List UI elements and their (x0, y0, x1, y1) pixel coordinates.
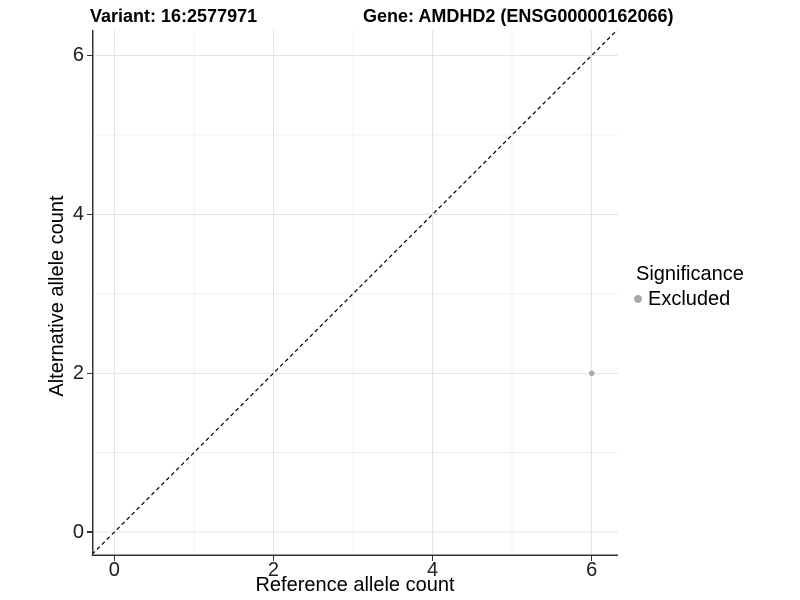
y-tick-mark (87, 372, 92, 374)
x-tick-mark (272, 556, 275, 561)
x-tick-label: 6 (586, 559, 598, 581)
y-tick-mark (87, 54, 92, 57)
data-point (588, 370, 595, 377)
identity-dashed-line (91, 29, 618, 555)
y-tick-mark (87, 531, 92, 533)
y-tick-label: 6 (72, 44, 84, 67)
legend: Significance Excluded (630, 262, 744, 310)
y-tick-label: 4 (72, 203, 84, 226)
legend-title: Significance (636, 263, 744, 285)
plot-panel (91, 29, 618, 556)
x-axis-title: Reference allele count (255, 574, 455, 596)
y-tick-mark (87, 213, 92, 216)
y-tick-label: 0 (72, 521, 84, 544)
x-tick-label: 2 (267, 559, 279, 581)
excluded-point-swatch-icon (634, 295, 642, 303)
gene-title: Gene: AMDHD2 (ENSG00000162066) (363, 6, 674, 26)
legend-item-label: Excluded (648, 287, 731, 310)
x-tick-mark (590, 556, 593, 561)
chart-canvas (91, 29, 618, 556)
y-tick-label: 2 (72, 362, 84, 385)
variant-title: Variant: 16:2577971 (90, 6, 258, 26)
x-tick-mark (113, 556, 116, 561)
legend-item-excluded: Excluded (630, 288, 744, 310)
x-tick-label: 4 (427, 559, 439, 581)
x-tick-mark (431, 556, 434, 561)
x-tick-label: 0 (108, 559, 120, 581)
